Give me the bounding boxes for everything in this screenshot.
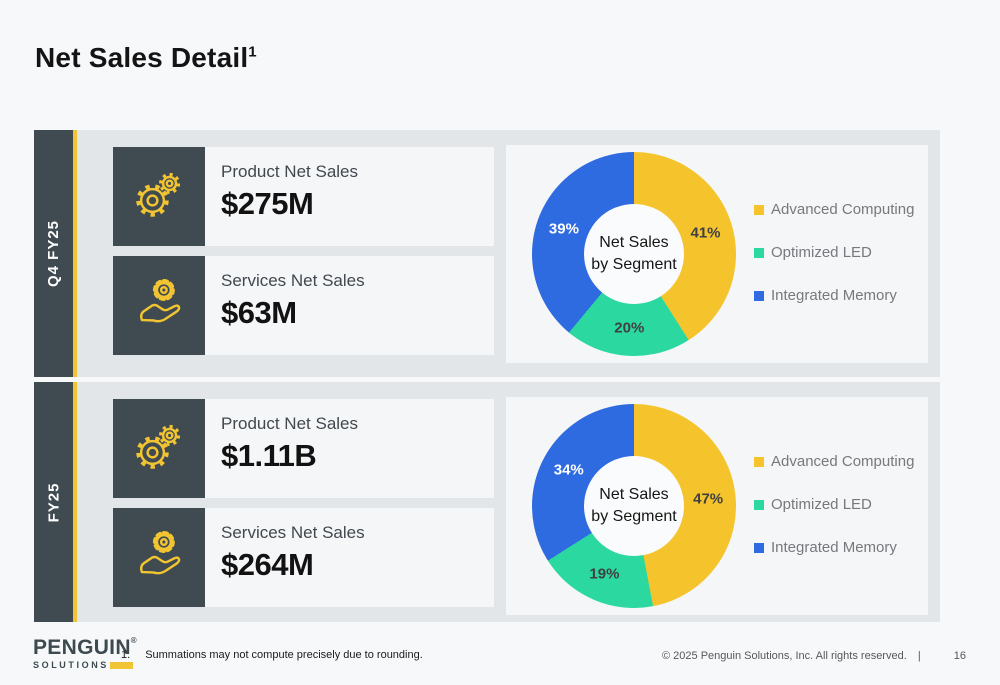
logo-primary-text: PENGUIN [33,636,131,659]
card-text: Services Net Sales $264M [205,508,494,607]
legend-item: Integrated Memory [754,285,914,306]
donut-hole: Net Sales by Segment [584,204,684,304]
segment-percent-label: 20% [614,319,645,337]
donut-chart: Net Sales by Segment 47% 19% 34% [532,404,736,608]
center-label-line: Net Sales [599,485,669,503]
icon-box [113,147,205,246]
footer-copyright: © 2025 Penguin Solutions, Inc. All right… [662,650,966,662]
logo-secondary-text: SOLUTIONS [33,660,109,670]
legend-swatch-icon [754,456,764,467]
donut-chart: Net Sales by Segment 41% 20% 39% [532,152,736,356]
metric-card-product: Product Net Sales $1.11B [113,399,494,498]
logo-wordmark: PENGUIN® [33,636,137,659]
card-value: $275M [221,186,314,221]
legend-item: Advanced Computing [754,199,914,220]
card-value: $264M [221,547,314,582]
gears-icon [133,420,185,477]
card-label: Product Net Sales [221,162,359,181]
legend-swatch-icon [754,204,764,215]
legend-label: Advanced Computing [771,201,915,218]
legend-label: Optimized LED [771,244,872,261]
legend-swatch-icon [754,290,764,301]
legend-swatch-icon [754,499,764,510]
logo-subtext: SOLUTIONS [33,660,137,670]
chart-legend: Advanced Computing Optimized LED Integrate… [754,199,914,328]
center-label-line: Net Sales [599,233,669,251]
center-label-line: by Segment [591,256,677,273]
section-sidebar: Q4 FY25 [34,130,77,377]
card-text: Product Net Sales $275M [205,147,494,246]
section-q4fy25: Q4 FY25 [34,130,940,377]
legend-item: Advanced Computing [754,451,914,472]
section-fy25: FY25 Pr [34,382,940,622]
footer-separator: | [917,650,921,662]
legend-label: Optimized LED [771,496,872,513]
footnote: 1. Summations may not compute precisely … [121,649,423,661]
segment-percent-label: 47% [693,490,724,508]
legend-swatch-icon [754,542,764,553]
card-value: $63M [221,295,297,330]
legend-item: Optimized LED [754,242,914,263]
metric-cards: Product Net Sales $275M [113,147,494,365]
segment-percent-label: 41% [690,224,721,242]
legend-item: Integrated Memory [754,537,914,558]
copyright-text: © 2025 Penguin Solutions, Inc. All right… [662,650,907,662]
card-label: Services Net Sales [221,523,365,542]
metric-card-services: Services Net Sales $63M [113,256,494,355]
legend-label: Integrated Memory [771,287,897,304]
title-footnote-superscript: 1 [248,43,257,61]
legend-label: Integrated Memory [771,539,897,556]
center-label-line: by Segment [591,508,677,525]
hand-gear-icon [133,277,185,334]
icon-box [113,256,205,355]
footnote-text: Summations may not compute precisely due… [145,649,423,661]
segment-percent-label: 34% [553,461,584,479]
footnote-number: 1. [121,649,131,661]
card-text: Product Net Sales $1.11B [205,399,494,498]
card-text: Services Net Sales $63M [205,256,494,355]
penguin-logo: PENGUIN® SOLUTIONS [33,636,137,671]
gears-icon [133,168,185,225]
section-label: FY25 [45,482,63,522]
registered-mark-icon: ® [130,636,137,645]
icon-box [113,399,205,498]
page-number: 16 [953,650,966,662]
metric-card-services: Services Net Sales $264M [113,508,494,607]
metric-cards: Product Net Sales $1.11B [113,399,494,617]
card-value: $1.11B [221,438,317,473]
segment-percent-label: 39% [548,220,579,238]
section-label: Q4 FY25 [45,219,62,288]
legend-item: Optimized LED [754,494,914,515]
icon-box [113,508,205,607]
section-sidebar: FY25 [34,382,77,622]
legend-label: Advanced Computing [771,453,915,470]
chart-panel: Net Sales by Segment 47% 19% 34% Advanced … [506,397,928,615]
hand-gear-icon [133,529,185,586]
page-title: Net Sales Detail1 [35,42,257,74]
chart-center-label: Net Sales by Segment [591,232,676,277]
legend-swatch-icon [754,247,764,258]
chart-center-label: Net Sales by Segment [591,484,676,529]
card-label: Services Net Sales [221,271,365,290]
donut-hole: Net Sales by Segment [584,456,684,556]
page-title-text: Net Sales Detail [35,42,249,73]
chart-panel: Net Sales by Segment 41% 20% 39% Advanced … [506,145,928,363]
card-label: Product Net Sales [221,414,359,433]
segment-percent-label: 19% [589,565,620,583]
chart-legend: Advanced Computing Optimized LED Integrate… [754,451,914,580]
logo-yellow-bar [109,661,133,669]
metric-card-product: Product Net Sales $275M [113,147,494,246]
